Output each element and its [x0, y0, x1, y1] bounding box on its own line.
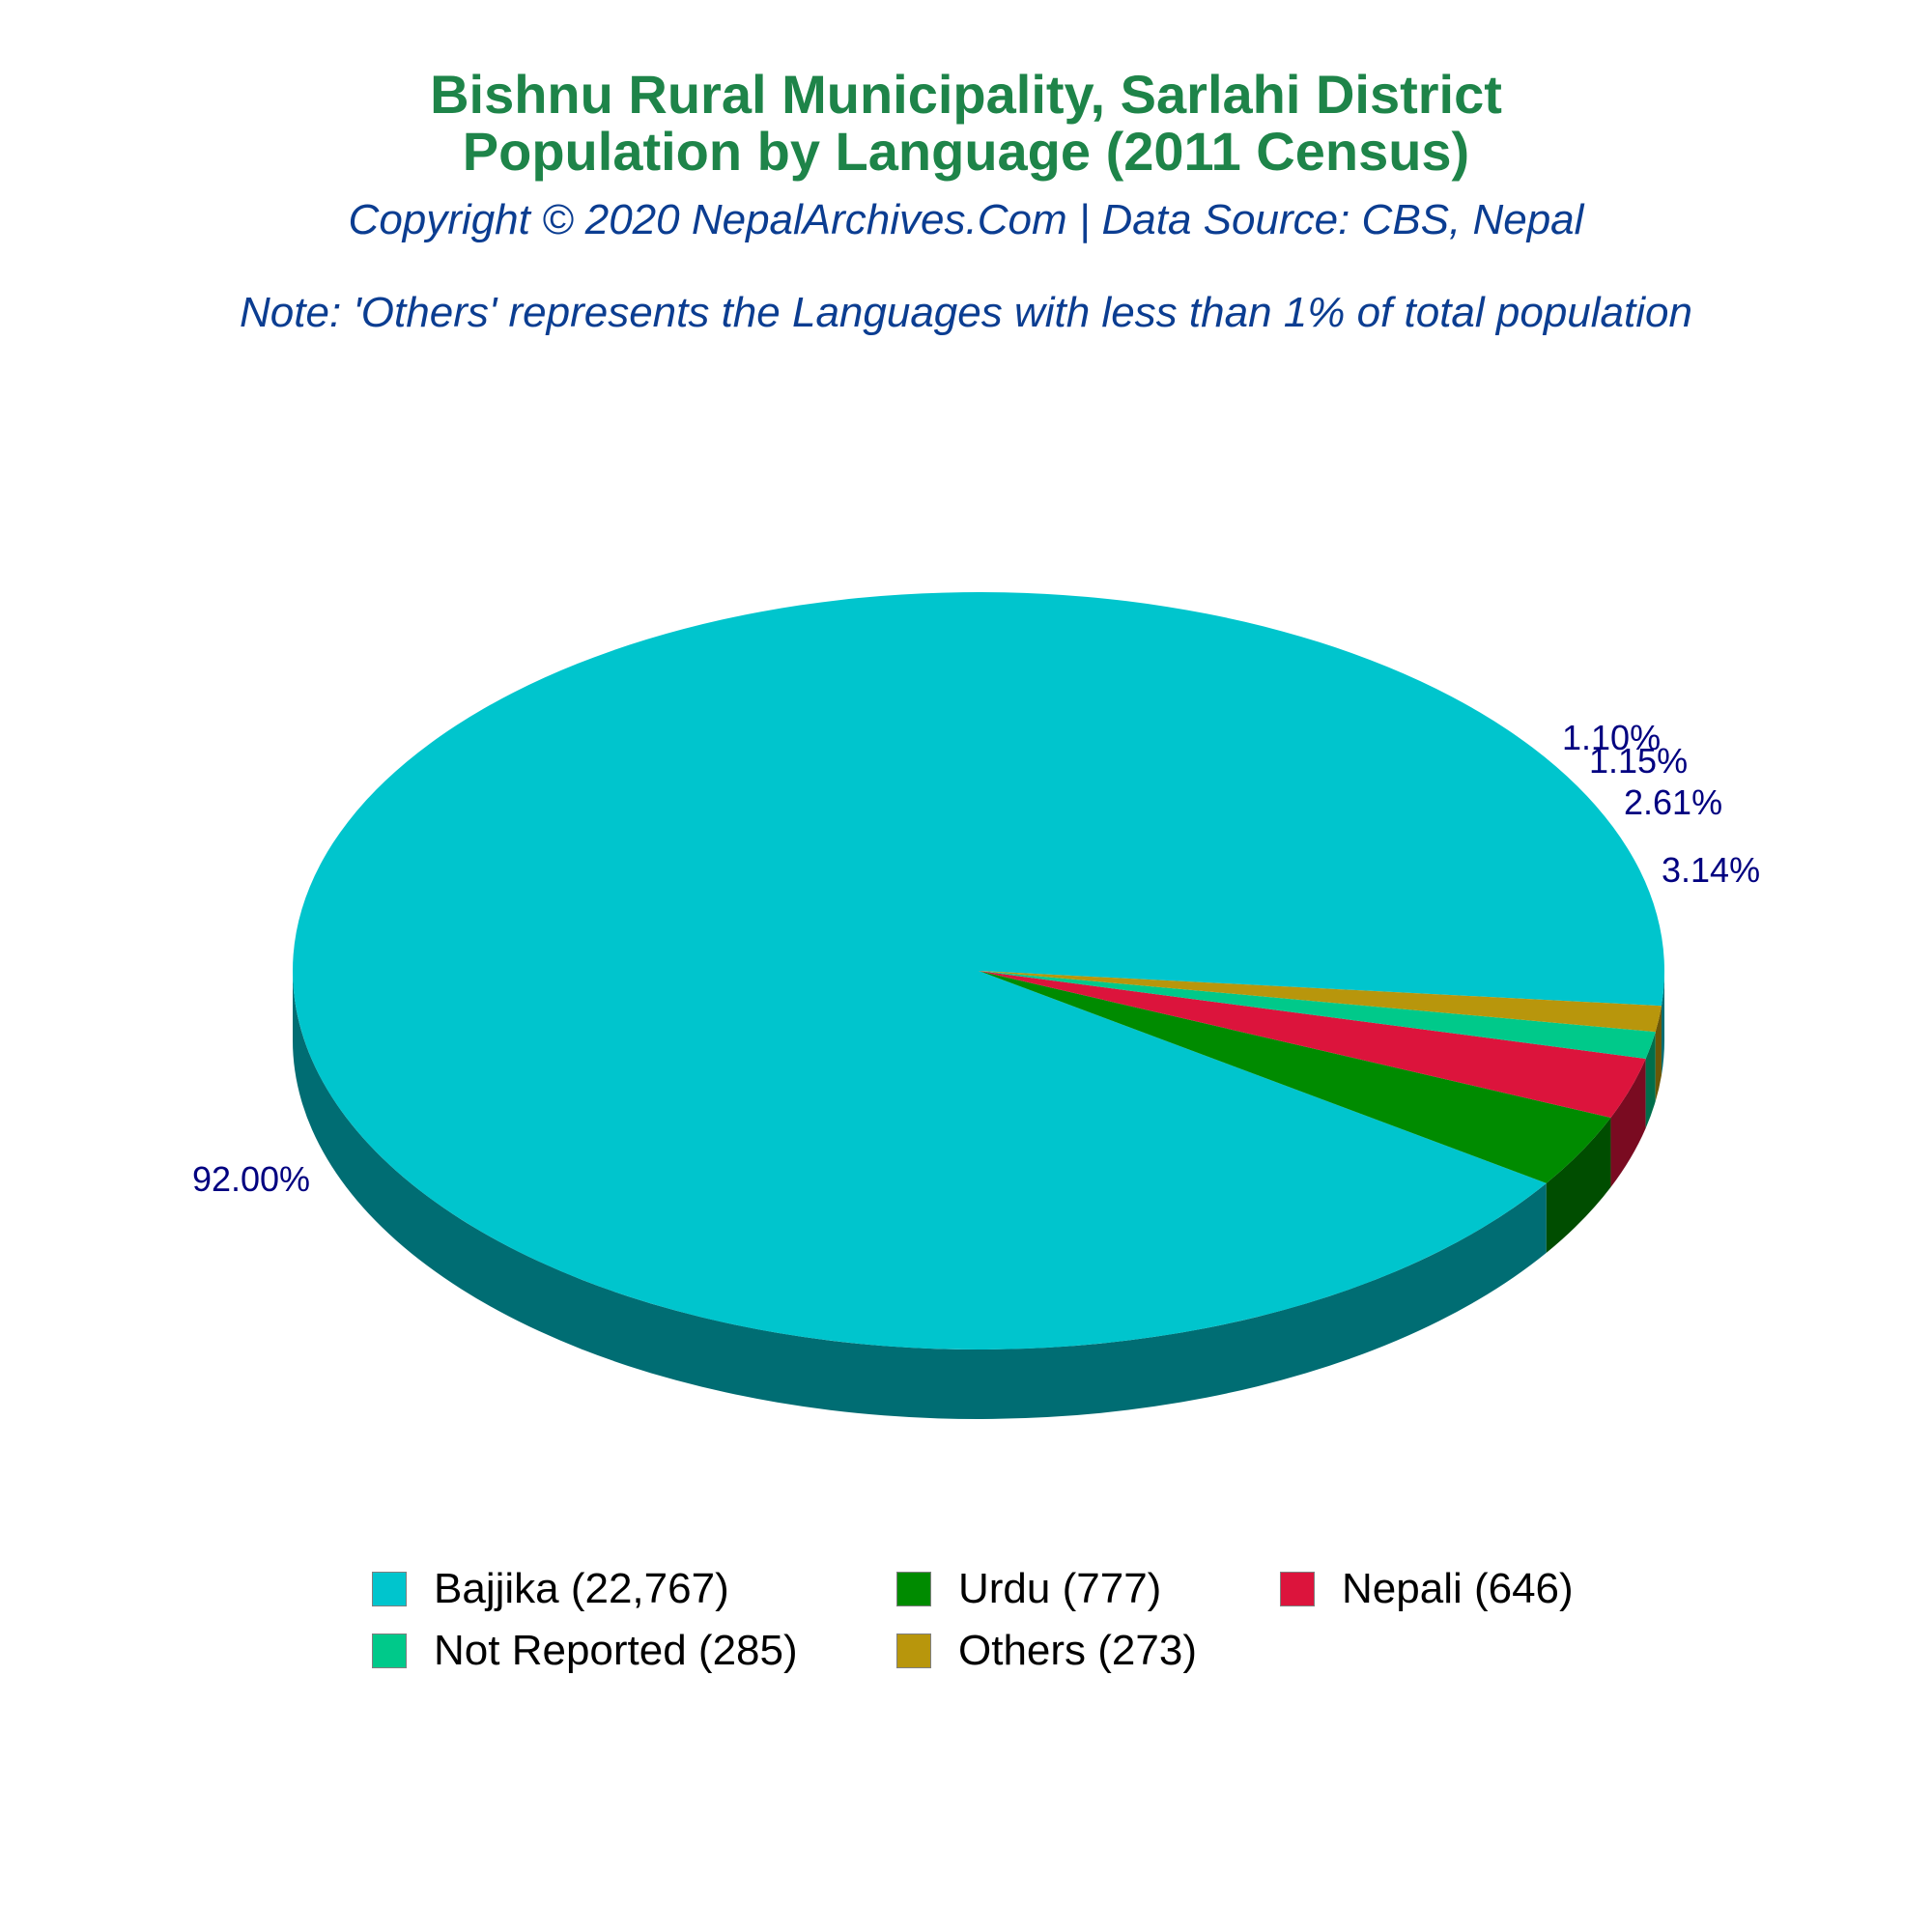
pie-side-urdu — [1546, 1117, 1611, 1253]
legend-label: Bajjika (22,767) — [434, 1565, 729, 1612]
legend-item-nepali: Nepali (646) — [1280, 1565, 1574, 1613]
pie-slice-not-reported — [979, 971, 1656, 1059]
pie-side-not-reported — [1645, 1032, 1656, 1128]
legend-swatch — [896, 1572, 931, 1606]
legend-label: Nepali (646) — [1342, 1565, 1574, 1612]
chart-title-line-2: Population by Language (2011 Census) — [462, 121, 1470, 182]
pct-label-others: 1.10% — [1562, 718, 1661, 757]
legend-item-not-reported: Not Reported (285) — [372, 1627, 798, 1675]
pie-slice-nepali — [979, 971, 1646, 1118]
legend-swatch — [372, 1572, 407, 1606]
pct-label-urdu: 3.14% — [1662, 850, 1760, 890]
pie-side-nepali — [1610, 1058, 1646, 1187]
legend-item-others: Others (273) — [896, 1627, 1197, 1675]
legend-label: Not Reported (285) — [434, 1627, 798, 1674]
pct-label-nepali: 2.61% — [1624, 782, 1722, 822]
chart-subtitle: Copyright © 2020 NepalArchives.Com | Dat… — [348, 196, 1584, 243]
pie-slice-bajjika — [292, 591, 1664, 1350]
chart-title-line-1: Bishnu Rural Municipality, Sarlahi Distr… — [430, 64, 1502, 125]
legend-item-urdu: Urdu (777) — [896, 1565, 1161, 1613]
pie-side-bajjika — [1661, 971, 1664, 1076]
pie-side-bajjika — [293, 971, 1547, 1419]
pie-slice-others — [979, 971, 1662, 1033]
chart-note: Note: 'Others' represents the Languages … — [240, 289, 1692, 336]
legend-label: Urdu (777) — [958, 1565, 1162, 1612]
legend-item-bajjika: Bajjika (22,767) — [372, 1565, 729, 1613]
legend-swatch — [896, 1634, 931, 1668]
legend-swatch — [1280, 1572, 1315, 1606]
pct-label-not-reported: 1.15% — [1589, 741, 1688, 781]
pie-slice-urdu — [979, 971, 1611, 1183]
legend-swatch — [372, 1634, 407, 1668]
pct-label-bajjika: 92.00% — [192, 1159, 310, 1199]
pie-side-others — [1655, 1006, 1662, 1102]
legend-label: Others (273) — [958, 1627, 1197, 1674]
